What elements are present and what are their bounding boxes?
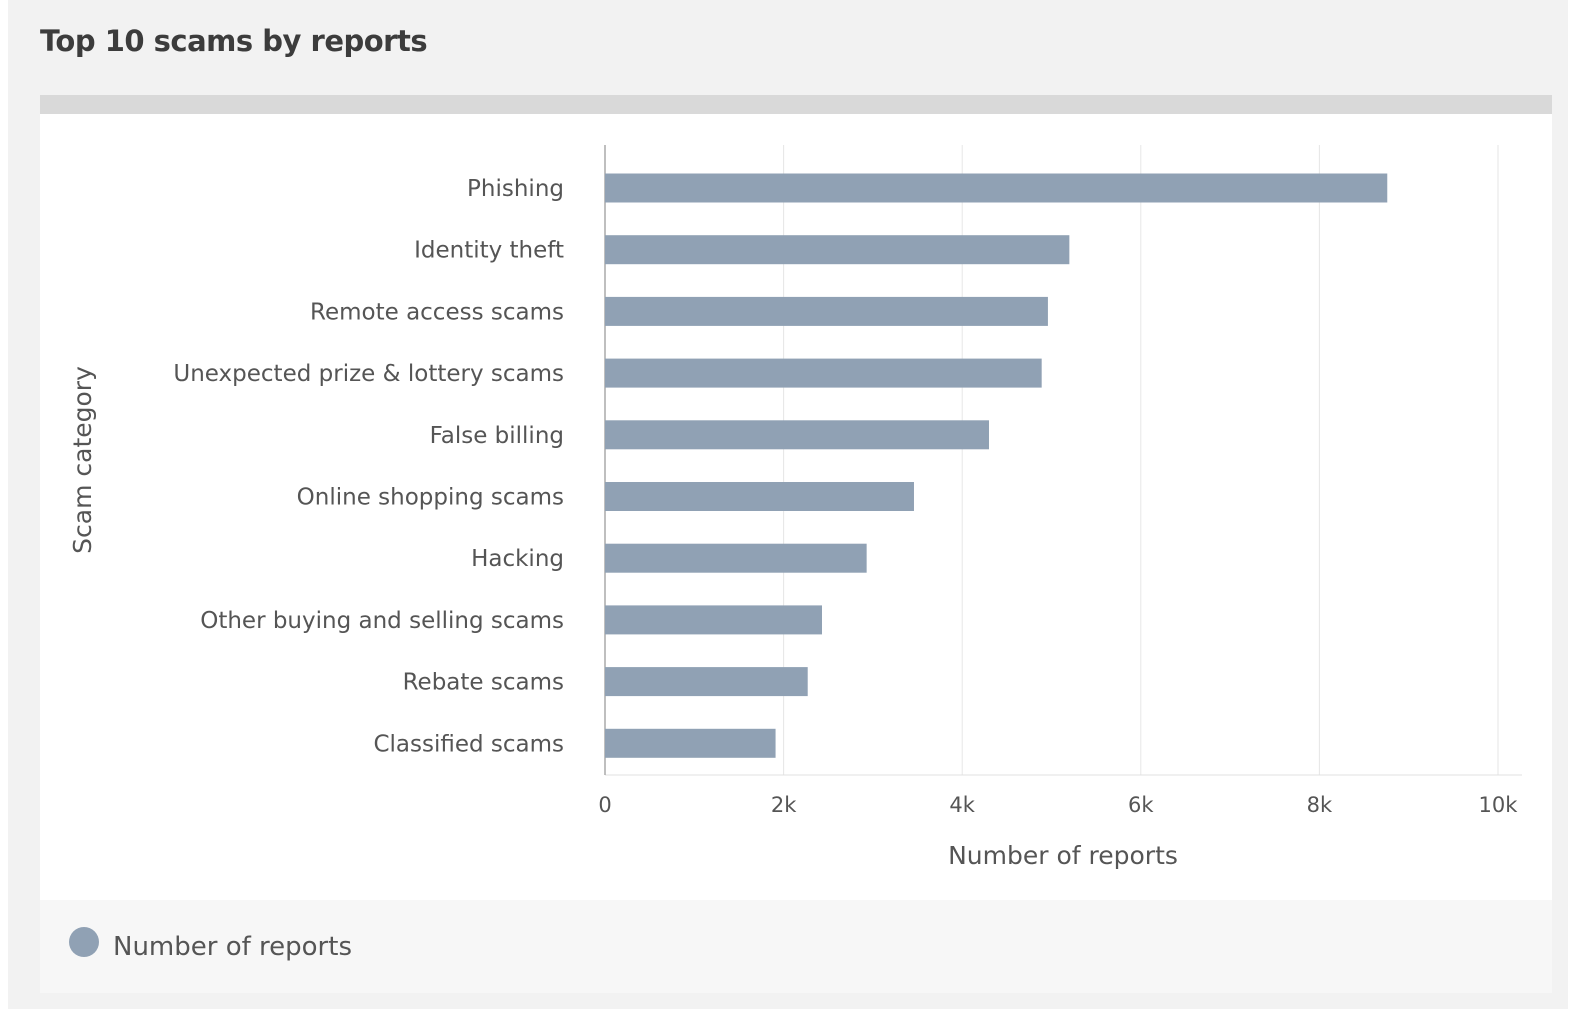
bar[interactable] — [605, 235, 1070, 265]
x-tick-label: 10k — [1479, 793, 1519, 817]
x-tick-label: 6k — [1128, 793, 1154, 817]
y-tick-label: Identity theft — [414, 238, 564, 264]
x-axis-title: Number of reports — [948, 841, 1178, 870]
y-tick-label: Unexpected prize & lottery scams — [173, 361, 564, 387]
y-tick-label: Rebate scams — [403, 670, 564, 696]
legend-label[interactable]: Number of reports — [113, 932, 352, 962]
bar[interactable] — [605, 482, 914, 511]
bar[interactable] — [605, 667, 808, 697]
bar[interactable] — [605, 358, 1042, 388]
x-tick-label: 2k — [771, 793, 797, 817]
y-tick-label: False billing — [430, 423, 564, 449]
y-tick-label: Phishing — [467, 176, 564, 202]
x-tick-label: 8k — [1307, 793, 1333, 817]
chart-title: Top 10 scams by reports — [40, 24, 428, 58]
bar[interactable] — [605, 420, 989, 450]
y-tick-label: Online shopping scams — [297, 485, 564, 511]
bar[interactable] — [605, 728, 776, 758]
y-tick-label: Classified scams — [373, 731, 564, 757]
bar[interactable] — [605, 543, 867, 573]
y-axis-title: Scam category — [68, 366, 97, 554]
legend: Number of reports — [40, 900, 1552, 993]
bar[interactable] — [605, 605, 822, 635]
y-tick-label: Remote access scams — [310, 299, 564, 325]
bar[interactable] — [605, 296, 1048, 326]
x-tick-label: 4k — [949, 793, 975, 817]
x-tick-label: 0 — [598, 793, 611, 817]
y-tick-label: Hacking — [471, 546, 564, 572]
header-band — [40, 95, 1552, 114]
y-tick-label: Other buying and selling scams — [200, 608, 564, 634]
bar[interactable] — [605, 173, 1388, 203]
legend-marker[interactable] — [69, 927, 99, 957]
